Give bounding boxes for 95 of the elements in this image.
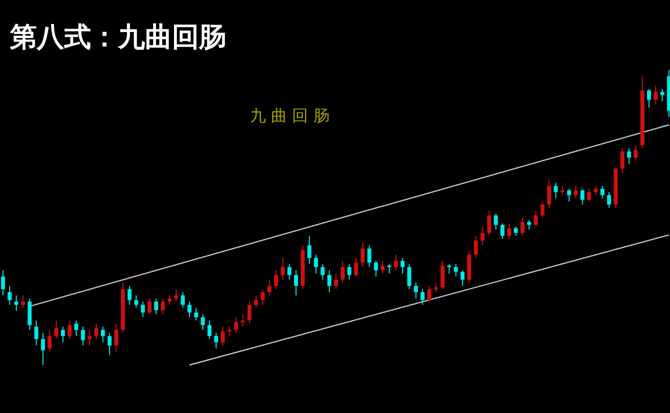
candlestick [180,292,185,308]
candlestick [520,216,524,236]
candlestick [474,235,478,258]
candlestick [660,88,664,102]
candlestick [48,329,52,352]
candlestick [187,301,192,318]
candlestick [247,301,252,324]
candlestick [427,285,432,302]
candlestick [14,294,18,312]
candlestick [88,329,92,346]
candlestick [500,222,504,240]
candlestick [60,326,65,343]
candlestick [28,298,32,330]
candlestick [114,323,118,352]
candlestick [168,294,172,306]
candlestick [480,226,485,246]
candlestick [347,264,352,280]
candlestick [280,257,285,280]
candlestick [387,264,392,274]
candlestick [534,210,538,227]
candlestick [634,144,638,162]
candlestick [407,264,412,290]
candlestick [600,185,604,199]
candlestick [620,148,624,174]
candlestick [360,242,365,268]
candlestick [174,288,178,302]
chart-title: 第八式：九曲回肠 [9,22,226,53]
candlestick [267,279,272,296]
candlestick [214,332,218,349]
candlestick [287,264,292,280]
candlestick [54,320,58,340]
candlestick [68,320,72,340]
candlestick [220,326,225,346]
candlestick [587,188,592,202]
candlestick [1,270,5,296]
candlestick [380,260,385,274]
candlestick [320,264,325,280]
candlestick [340,260,345,284]
candlestick [654,85,658,106]
candlestick [34,320,38,346]
candlestick [394,254,398,271]
candlestick [454,264,458,277]
candlestick [240,314,245,328]
candlestick [554,182,558,199]
candlestick [94,323,98,340]
candlestick [108,332,112,356]
candlestick [367,244,372,268]
candlestick [200,314,205,330]
candlestick [194,307,198,321]
candlestick [20,294,25,308]
candlestick [80,326,85,346]
candlestick [414,282,418,300]
candlestick [140,301,145,318]
candlestick [540,201,544,218]
candlestick [547,178,552,208]
candlestick [594,185,598,196]
candlestick [574,185,578,199]
candlestick [260,288,265,306]
candlestick [527,220,532,230]
candlestick [154,298,158,315]
candlestick [374,260,378,277]
candlestick [607,192,612,208]
annotation: 九 曲 回 肠 [250,106,330,125]
candlestick [580,188,584,206]
candlestick [134,294,138,308]
candlestick [234,316,238,334]
candlestick [207,320,212,340]
candlestick [440,260,445,290]
candlestick [400,257,405,274]
candlestick [494,213,498,230]
candlestick [294,270,298,296]
candlestick [227,326,232,337]
candlestick [254,294,258,308]
candlestick [507,222,512,240]
candlestick [354,257,358,277]
candlestick [8,285,12,306]
candlestick [160,298,165,315]
candlestick [627,148,632,164]
candlestick [307,235,312,265]
candlestick [647,88,652,108]
candlestick [128,285,132,306]
candlestick [148,298,152,315]
candlestick [460,270,465,286]
candlestick [274,270,278,290]
candlestick [327,270,332,293]
candlestick [514,226,518,236]
candlestick [100,326,105,343]
candlestick [334,273,338,290]
candlestick [314,254,318,274]
candlestick [420,288,425,306]
candlestick [74,320,78,337]
candlestick [447,264,452,274]
candlestick [487,210,492,236]
candlestick [40,332,45,366]
candlestick [567,188,572,202]
